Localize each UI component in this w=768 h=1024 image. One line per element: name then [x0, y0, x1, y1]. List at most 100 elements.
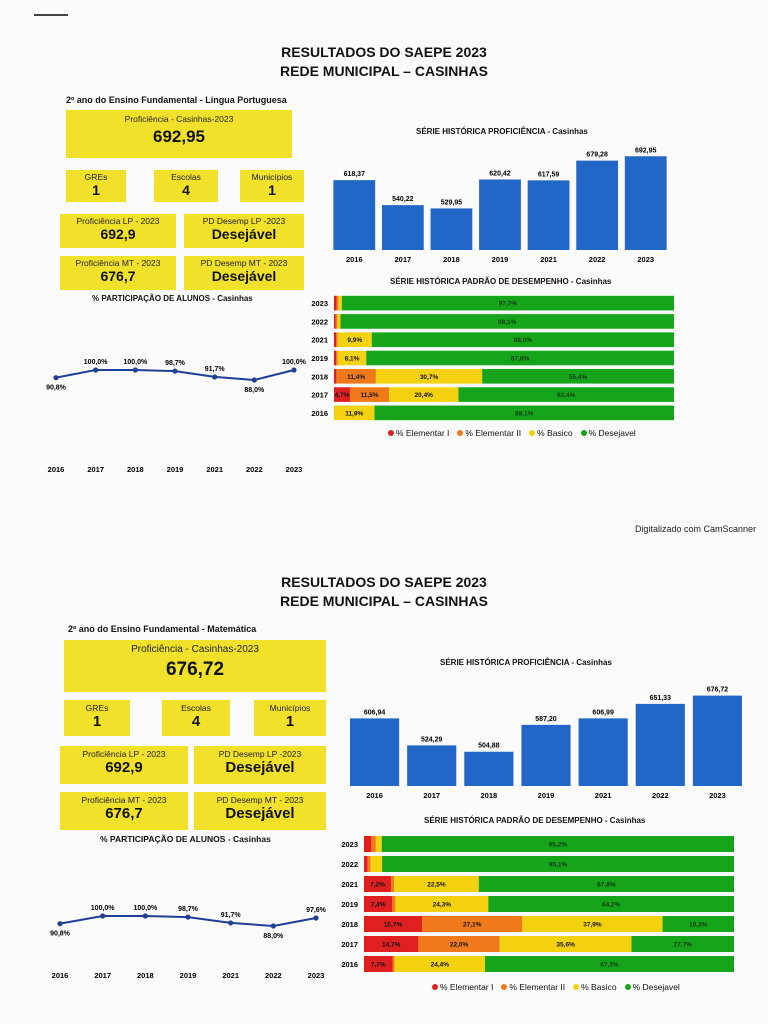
proficiency-value: 692,95: [153, 127, 205, 146]
segment-value-label: 67,3%: [600, 962, 619, 969]
point-value-label: 98,7%: [165, 360, 186, 367]
proficiencia-mt-label: Proficiência MT - 2023: [81, 795, 167, 805]
point-value-label: 98,7%: [178, 906, 199, 913]
participation-point: [93, 367, 99, 373]
segment-basico: [395, 896, 489, 912]
pd-desemp-lp-label: PD Desemp LP -2023: [218, 749, 302, 759]
performance-stacked-chart: 2023 95,2% 2022 95,1% 2021 7,2% 22,5% 67,8% 2019…: [341, 836, 734, 972]
proficiencia-mt-value: 676,7: [100, 268, 136, 284]
segment-basico: [389, 387, 459, 402]
prof-series-title: SÉRIE HISTÓRICA PROFICIÊNCIA - Casinhas: [416, 127, 588, 136]
segment-elementar2: [422, 916, 523, 932]
x-tick-label: 2023: [286, 465, 303, 474]
escolas-label: Escolas: [171, 172, 201, 182]
segment-desejavel: [631, 936, 734, 952]
proficiencia-lp-label: Proficiência LP - 2023: [76, 216, 160, 226]
participation-point: [142, 913, 148, 919]
legend-item-elementar2: % Elementar II: [501, 982, 565, 992]
point-value-label: 90,8%: [46, 385, 67, 392]
segment-elementar1: [364, 956, 393, 972]
segment-elementar1: [334, 314, 336, 329]
x-tick-label: 2018: [481, 791, 498, 800]
bar-value-label: 606,94: [364, 709, 386, 716]
segment-value-label: 30,7%: [420, 374, 439, 381]
x-tick-label: 2017: [423, 791, 440, 800]
segment-value-label: 7,7%: [371, 962, 386, 969]
bar-value-label: 676,72: [707, 687, 729, 694]
report-title-line1: RESULTADOS DO SAEPE 2023: [281, 44, 487, 60]
segment-value-label: 22,0%: [450, 942, 469, 949]
segment-value-label: 97,7%: [499, 301, 518, 308]
proficiency-bar: [578, 718, 628, 786]
y-tick-label: 2017: [311, 391, 328, 400]
performance-legend: % Elementar I % Elementar II % Basico % …: [432, 982, 680, 992]
segment-basico: [394, 956, 485, 972]
proficiencia-mt-label: Proficiência MT - 2023: [75, 258, 161, 268]
segment-desejavel: [482, 368, 674, 384]
segment-elementar2: [418, 936, 500, 952]
segment-basico: [375, 368, 483, 384]
report-page-portugues: RESULTADOS DO SAEPE 2023 REDE MUNICIPAL …: [34, 14, 674, 474]
point-value-label: 100,0%: [133, 905, 158, 912]
pd-desemp-mt-card: PD Desemp MT - 2023 Desejável: [194, 792, 326, 830]
bar-value-label: 587,20: [535, 716, 557, 723]
point-value-label: 88,0%: [263, 933, 284, 940]
segment-basico: [499, 936, 632, 952]
participation-point: [270, 923, 276, 929]
segment-value-label: 63,4%: [557, 392, 576, 399]
y-tick-label: 2021: [341, 880, 358, 889]
segment-basico: [334, 405, 375, 421]
proficiency-bar: [464, 751, 514, 786]
gres-label: GREs: [84, 172, 108, 182]
pd-desemp-lp-value: Desejável: [225, 759, 295, 776]
segment-desejavel: [488, 896, 734, 912]
proficiency-value: 676,72: [165, 659, 225, 680]
y-tick-label: 2016: [341, 960, 358, 969]
proficiency-bar: [381, 205, 424, 250]
bar-value-label: 617,59: [538, 171, 560, 178]
segment-basico: [337, 332, 372, 348]
gres-card: GREs 1: [64, 700, 130, 736]
escolas-label: Escolas: [181, 703, 211, 713]
segment-elementar2: [367, 856, 371, 872]
segment-elementar1: [334, 387, 350, 402]
municipios-label: Municípios: [251, 172, 293, 182]
participation-point: [57, 921, 63, 927]
legend-label: % Desejavel: [632, 982, 680, 992]
y-tick-label: 2019: [341, 900, 358, 909]
segment-desejavel: [366, 350, 674, 366]
segment-value-label: 55,4%: [569, 374, 588, 381]
proficiencia-lp-value: 692,9: [100, 226, 136, 242]
bar-value-label: 679,28: [586, 152, 608, 159]
proficiency-bar: [430, 208, 473, 250]
segment-basico: [337, 350, 367, 366]
proficiency-bar: [479, 179, 521, 250]
segment-desejavel: [478, 876, 734, 892]
bar-value-label: 692,95: [635, 147, 657, 154]
segment-elementar1: [364, 916, 423, 932]
segment-elementar2: [336, 368, 376, 384]
segment-elementar1: [364, 896, 393, 912]
proficiencia-mt-card: Proficiência MT - 2023 676,7: [60, 256, 176, 290]
segment-value-label: 11,4%: [347, 374, 365, 381]
report-title-line1: RESULTADOS DO SAEPE 2023: [281, 574, 487, 590]
segment-value-label: 95,1%: [549, 862, 568, 869]
x-tick-label: 2022: [589, 255, 606, 264]
segment-desejavel: [381, 836, 734, 852]
escolas-value: 4: [191, 713, 201, 730]
segment-desejavel: [382, 856, 734, 872]
x-tick-label: 2018: [137, 971, 154, 980]
pd-desemp-lp-card: PD Desemp LP -2023 Desejável: [194, 746, 326, 784]
segment-value-label: 24,4%: [431, 962, 450, 969]
pd-desemp-mt-value: Desejável: [225, 805, 295, 822]
gres-value: 1: [92, 182, 100, 198]
proficiency-card: Proficiência - Casinhas-2023 676,72: [64, 640, 326, 692]
x-tick-label: 2023: [308, 971, 325, 980]
report-title-line2: REDE MUNICIPAL – CASINHAS: [280, 593, 488, 609]
segment-value-label: 15,7%: [384, 922, 403, 929]
gres-card: GREs 1: [66, 170, 126, 202]
segment-elementar2: [349, 387, 390, 402]
segment-elementar1: [334, 332, 337, 348]
segment-desejavel: [340, 314, 674, 329]
escolas-value: 4: [182, 182, 190, 198]
